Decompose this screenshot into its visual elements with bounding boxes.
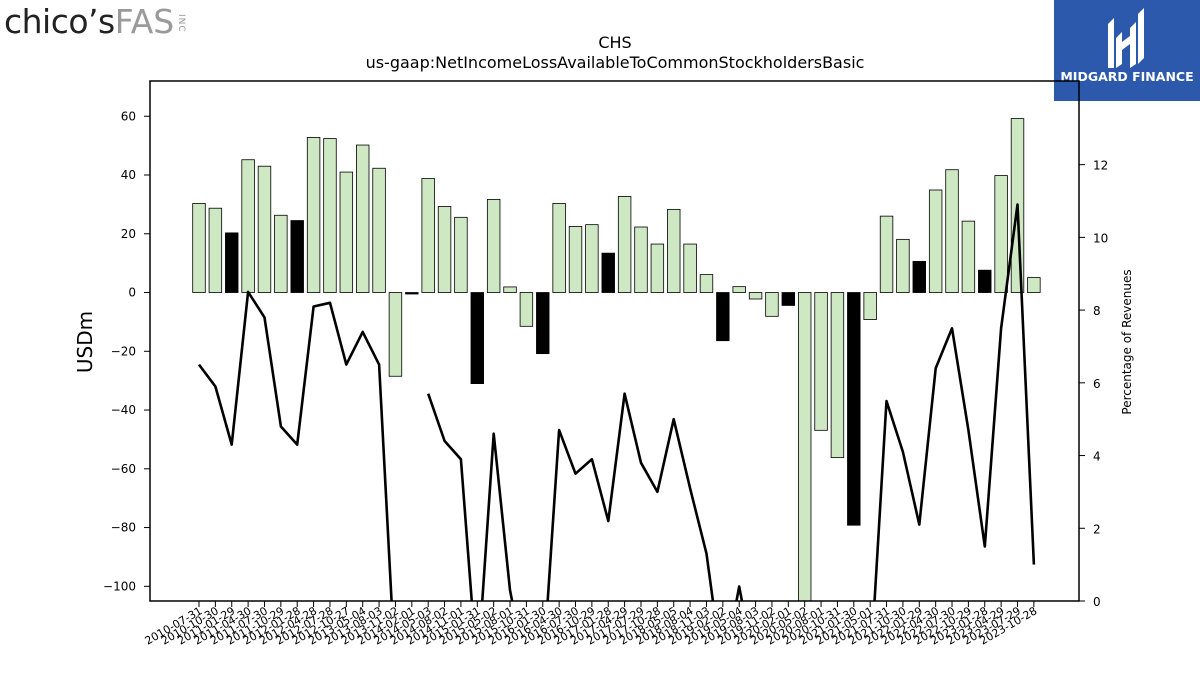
bar-2020-10-31 [830, 292, 845, 459]
bar-2023-04-29 [994, 175, 1008, 293]
y2-tick-label: 12 [1093, 159, 1108, 173]
bar-2019-11-02 [765, 292, 779, 317]
y2-tick-label: 6 [1093, 377, 1101, 391]
y-axis-label: USDm [73, 311, 97, 373]
y-tick-label: 40 [121, 168, 136, 182]
bar-2016-01-30 [536, 292, 550, 355]
bar-2011-04-30 [241, 159, 255, 293]
bar-2023-10-28 [1027, 277, 1041, 293]
bar-series [192, 118, 1041, 602]
y-tick-label: −100 [103, 579, 136, 593]
bar-2023-01-28 [978, 269, 992, 293]
y-tick-label: 20 [121, 227, 136, 241]
bar-2014-08-02 [437, 206, 452, 293]
bar-2013-05-04 [355, 144, 370, 293]
bar-2022-10-29 [961, 220, 976, 293]
y-axis-left: 60 40 20 0 −20 −40 −60 −80 −100 [103, 109, 150, 593]
bar-2015-10-31 [519, 292, 534, 327]
y2-tick-label: 4 [1093, 450, 1101, 464]
bar-2018-08-04 [683, 243, 697, 293]
y-tick-label: −60 [111, 462, 136, 476]
chart-title: CHS [598, 33, 631, 52]
y-axis-right: 0 2 4 6 8 10 12 [1079, 159, 1108, 609]
bar-2019-05-04 [732, 286, 746, 293]
bar-2022-07-30 [945, 169, 959, 293]
bar-2022-01-29 [912, 260, 926, 293]
bar-2015-05-02 [486, 198, 501, 293]
y2-tick-label: 2 [1093, 522, 1101, 536]
bar-2015-08-01 [503, 286, 517, 293]
x-axis: 2010-07-312010-10-302011-01-292011-04-30… [143, 601, 1039, 648]
bar-2011-07-30 [257, 165, 272, 293]
bar-2014-11-01 [454, 216, 468, 293]
bar-2020-02-01 [781, 292, 796, 306]
midgard-finance-logo: MIDGARD FINANCE [1054, 0, 1200, 101]
y-tick-label: −20 [111, 344, 136, 358]
y2-axis-label: Percentage of Revenues [1120, 269, 1134, 414]
y2-tick-label: 8 [1093, 304, 1101, 318]
bar-2014-02-01 [405, 292, 419, 295]
bar-2019-02-02 [716, 292, 730, 342]
bar-2018-11-03 [699, 274, 714, 293]
bar-2011-10-29 [274, 214, 288, 293]
y2-tick-label: 10 [1093, 231, 1108, 245]
chicos-fas-logo: chico’s FAS INC [4, 2, 186, 42]
bar-2015-01-31 [470, 292, 484, 384]
logo-brand-text: chico’s [4, 2, 115, 41]
bar-2013-11-02 [388, 292, 403, 377]
y-tick-label: −40 [111, 403, 136, 417]
bar-2020-08-01 [814, 292, 828, 431]
bar-2010-10-30 [208, 207, 223, 293]
bar-2021-05-01 [863, 292, 877, 320]
percentage-line [197, 203, 1036, 601]
y2-tick-label: 0 [1093, 595, 1101, 609]
bar-2011-01-29 [225, 232, 239, 293]
bar-2021-10-30 [896, 238, 910, 293]
bar-2017-07-29 [634, 226, 648, 293]
y-tick-label: 60 [121, 109, 136, 123]
bar-2020-05-02 [797, 292, 812, 602]
bar-2017-04-29 [617, 196, 632, 293]
bar-2021-07-31 [879, 215, 894, 293]
bar-2016-10-29 [585, 224, 599, 293]
midgard-name-text: MIDGARD FINANCE [1060, 69, 1194, 84]
bar-2013-08-03 [372, 167, 386, 293]
bar-2010-07-31 [192, 203, 206, 293]
bar-2016-07-30 [568, 226, 583, 293]
chart-subtitle: us-gaap:NetIncomeLossAvailableToCommonSt… [366, 53, 865, 72]
bar-2016-04-30 [552, 203, 566, 293]
plot-frame [149, 80, 1080, 602]
bar-2022-04-30 [928, 189, 943, 293]
y-tick-label: 0 [128, 286, 136, 300]
logo-inc-text: INC [176, 14, 187, 33]
bar-2017-10-28 [650, 243, 665, 293]
midgard-mark-icon [1108, 8, 1144, 68]
y-tick-label: −80 [111, 521, 136, 535]
bar-2014-05-03 [421, 178, 435, 293]
line-series [197, 203, 1036, 601]
bar-2012-04-28 [306, 137, 321, 293]
bar-2012-01-28 [290, 220, 304, 293]
bar-2012-10-27 [339, 171, 354, 293]
bar-2021-01-30 [847, 292, 861, 526]
bar-2019-08-03 [748, 292, 763, 300]
logo-suffix-text: FAS [114, 2, 175, 41]
bar-2012-07-28 [323, 138, 337, 293]
bar-2018-05-05 [667, 208, 681, 293]
bar-2017-01-28 [601, 252, 615, 293]
